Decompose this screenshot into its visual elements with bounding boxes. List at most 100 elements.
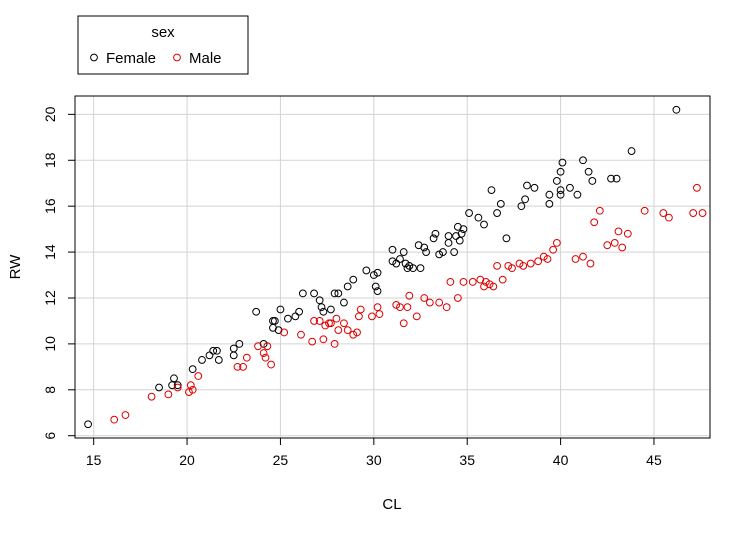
point-male: [586, 259, 595, 268]
point-male: [261, 353, 270, 362]
point-female: [291, 312, 300, 321]
point-female: [409, 264, 417, 273]
point-male: [595, 206, 604, 215]
point-female: [459, 225, 468, 234]
point-male: [396, 303, 404, 312]
point-male: [354, 312, 363, 321]
point-female: [521, 195, 530, 204]
point-female: [556, 167, 565, 176]
point-female: [213, 346, 221, 355]
point-female: [319, 307, 328, 316]
point-female: [588, 177, 597, 185]
point-male: [259, 349, 268, 357]
point-female: [373, 287, 382, 296]
point-female: [396, 255, 404, 263]
point-male: [368, 312, 376, 321]
y-tick-label: 8: [42, 386, 58, 394]
point-male: [603, 241, 612, 250]
plot-frame: [74, 95, 711, 439]
point-male: [188, 385, 197, 394]
point-female: [566, 183, 574, 192]
point-male: [340, 319, 348, 328]
point-male: [442, 303, 451, 312]
point-male: [698, 209, 707, 217]
point-male: [405, 291, 414, 300]
point-female: [455, 236, 464, 245]
point-female: [170, 374, 178, 383]
point-female: [584, 167, 593, 176]
point-female: [214, 356, 223, 364]
point-female: [371, 282, 380, 291]
point-male: [239, 362, 247, 371]
point-female: [399, 248, 408, 256]
point-female: [627, 147, 636, 155]
point-female: [545, 199, 554, 208]
point-male: [508, 264, 516, 273]
point-female: [552, 177, 561, 185]
y-tick-label: 6: [42, 432, 58, 440]
point-male: [173, 383, 182, 392]
point-female: [480, 220, 488, 229]
point-female: [209, 346, 218, 355]
point-male: [332, 314, 341, 323]
point-female: [556, 186, 565, 195]
point-male: [453, 294, 462, 302]
point-male: [693, 183, 701, 192]
point-male: [534, 257, 543, 266]
point-male: [468, 278, 477, 286]
legend-label-female: Female: [106, 50, 156, 67]
point-male: [233, 362, 242, 371]
point-female: [334, 289, 343, 298]
x-tick-label: 25: [273, 452, 289, 468]
point-male: [420, 294, 429, 302]
point-female: [420, 243, 429, 252]
point-male: [425, 298, 434, 307]
x-axis-title: CL: [382, 496, 401, 513]
point-female: [607, 174, 615, 183]
point-male: [308, 337, 317, 346]
point-female: [270, 317, 279, 325]
point-female: [198, 356, 206, 364]
legend: sex Female Male: [77, 15, 249, 75]
point-male: [326, 319, 335, 328]
point-male: [147, 392, 156, 401]
point-female: [349, 275, 358, 284]
point-male: [334, 326, 343, 335]
point-male: [310, 317, 318, 325]
point-female: [612, 174, 621, 183]
point-male: [375, 310, 384, 318]
point-male: [549, 245, 558, 254]
legend-box: [77, 15, 249, 75]
point-female: [545, 190, 554, 199]
point-male: [498, 275, 507, 284]
point-female: [502, 234, 511, 243]
point-female: [530, 183, 539, 192]
point-male: [267, 360, 276, 369]
point-male: [614, 227, 623, 236]
x-tick-label: 45: [646, 452, 662, 468]
point-female: [298, 289, 307, 298]
y-tick-label: 20: [42, 106, 58, 122]
legend-marker-male: [173, 53, 181, 62]
point-female: [229, 344, 238, 353]
point-male: [194, 372, 203, 380]
point-female: [173, 381, 182, 390]
y-tick-label: 14: [42, 244, 58, 260]
point-female: [317, 303, 326, 312]
x-tick-label: 35: [459, 452, 475, 468]
point-female: [439, 248, 447, 256]
point-female: [155, 383, 163, 392]
point-female: [517, 202, 526, 211]
point-female: [252, 307, 261, 316]
point-male: [263, 342, 272, 351]
point-male: [579, 252, 587, 261]
point-male: [254, 342, 262, 351]
point-male: [543, 255, 552, 263]
y-tick-label: 16: [42, 198, 58, 214]
point-male: [343, 326, 352, 335]
x-tick-label: 30: [366, 452, 382, 468]
point-female: [450, 248, 459, 256]
point-female: [340, 298, 348, 307]
point-male: [659, 209, 668, 217]
